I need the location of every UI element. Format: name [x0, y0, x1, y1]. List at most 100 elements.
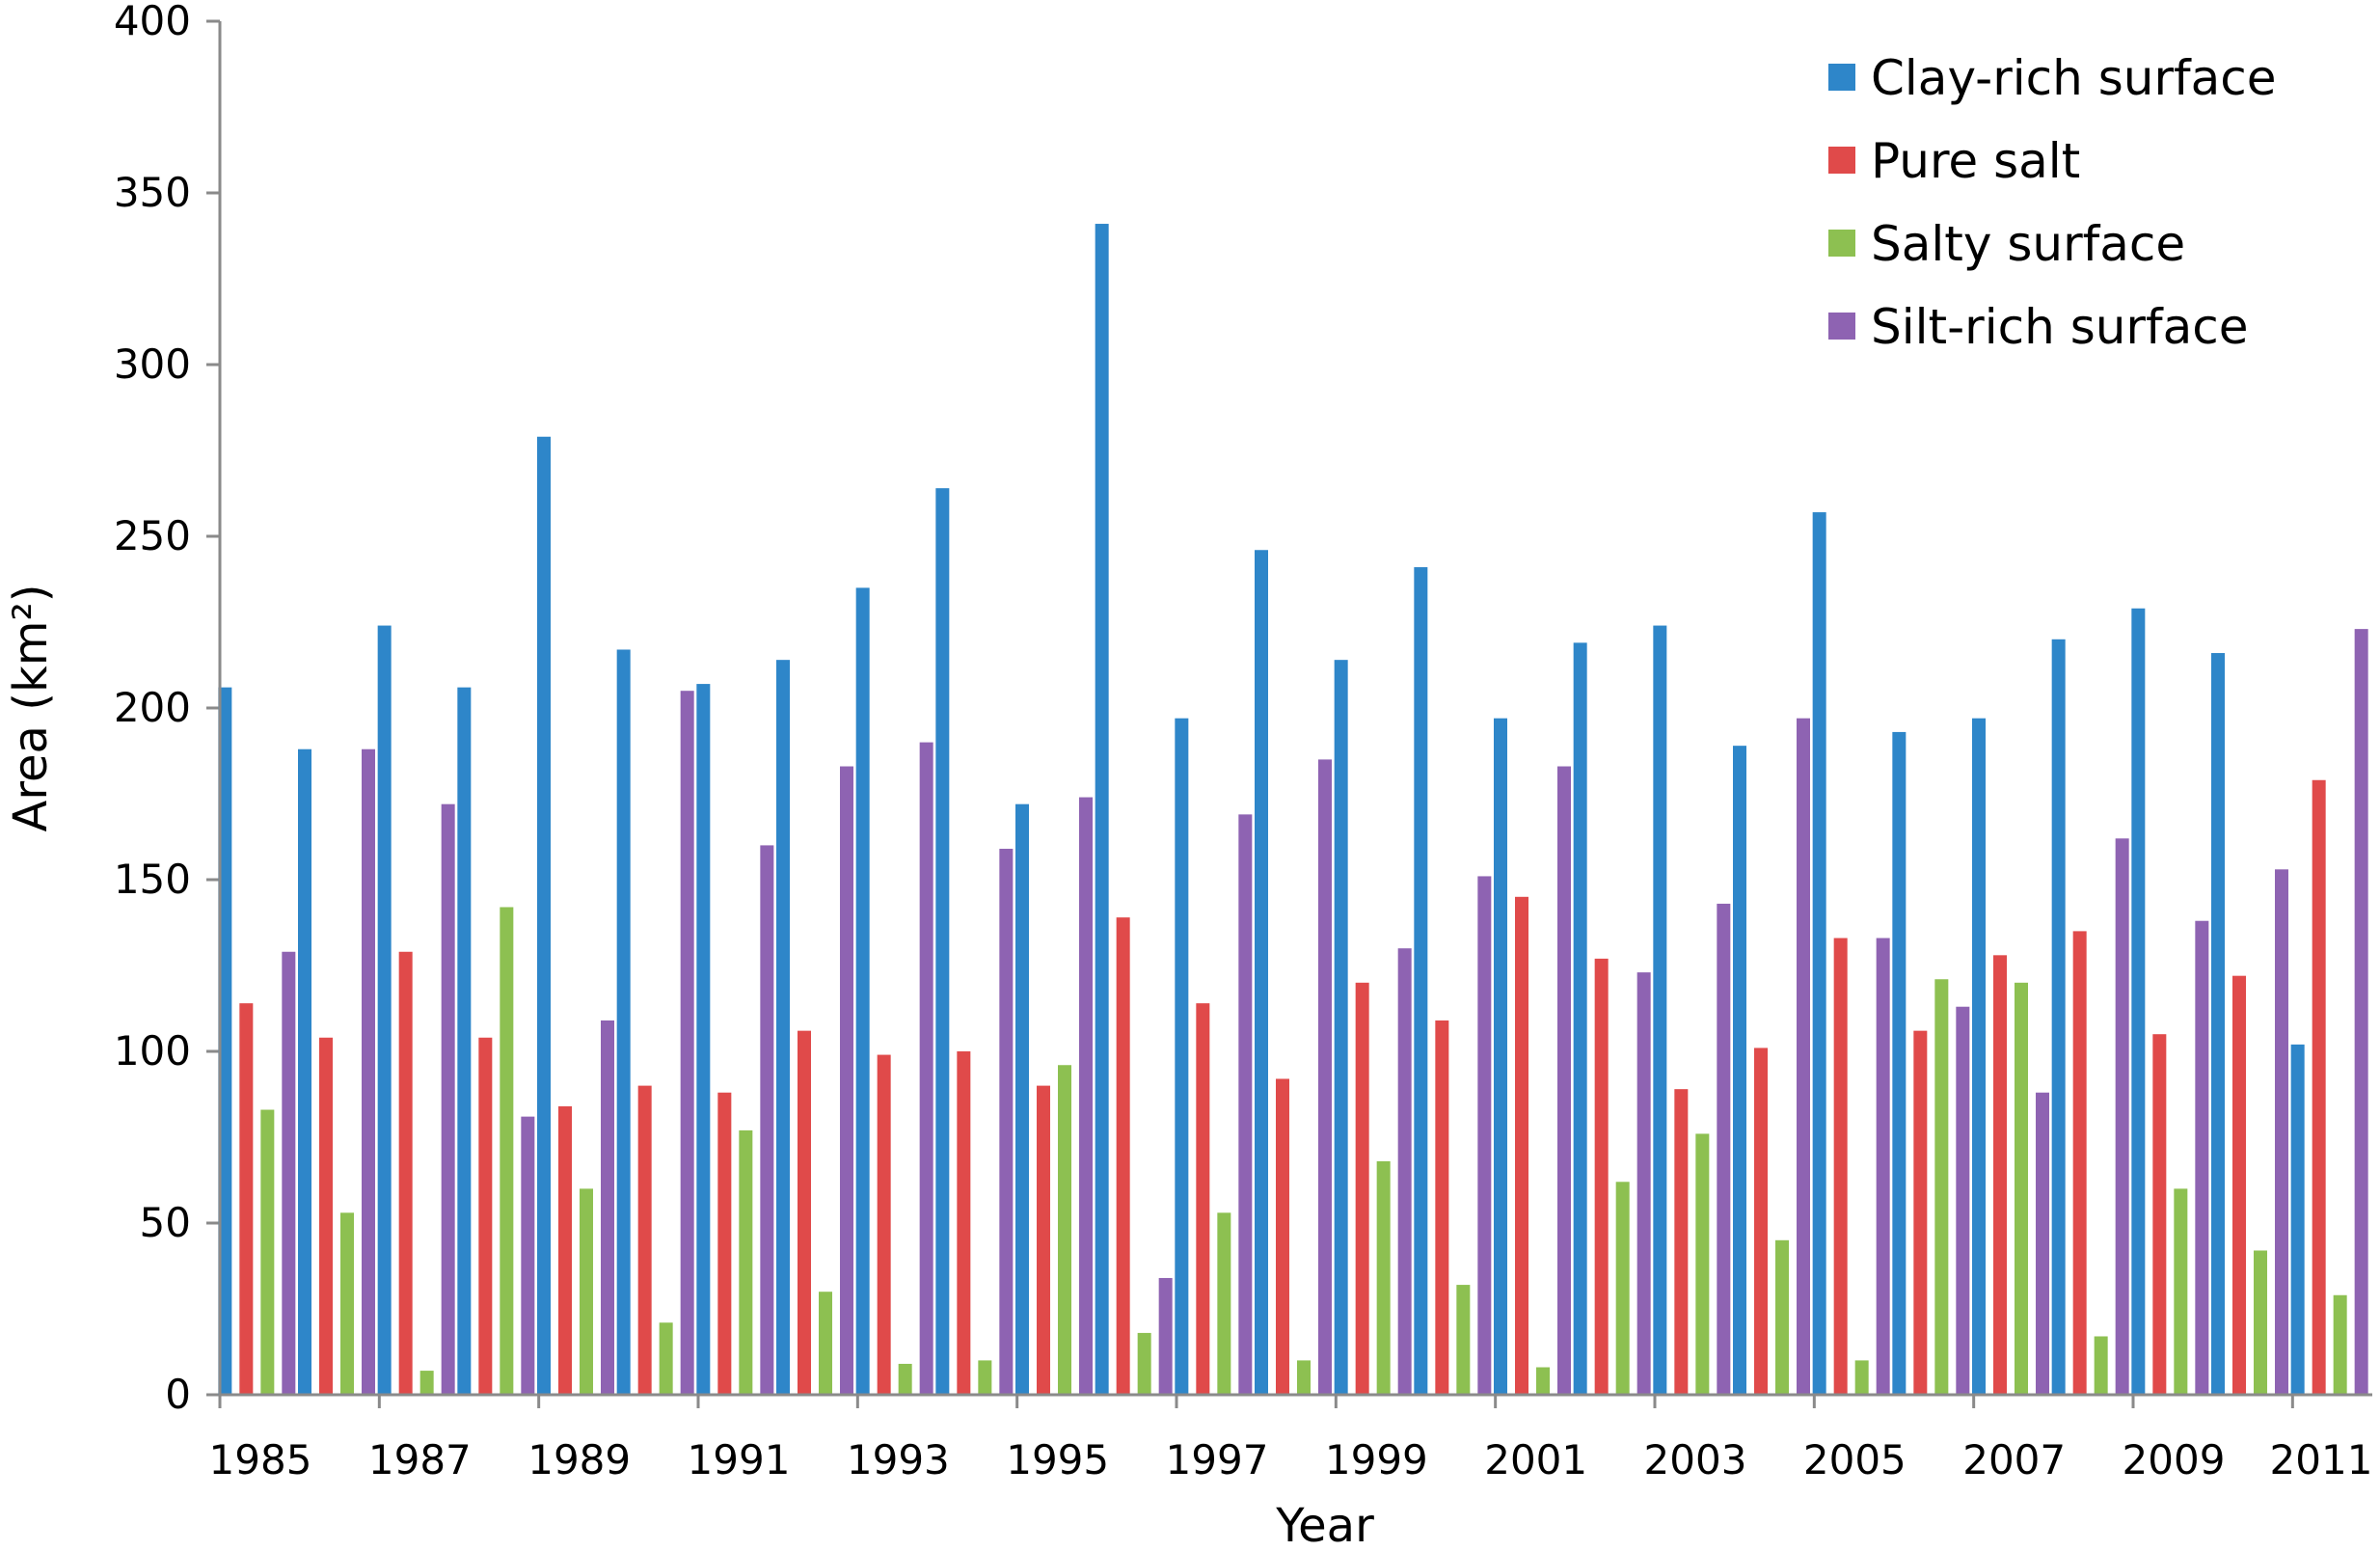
bar — [680, 691, 694, 1395]
bar — [1892, 731, 1907, 1395]
bar — [1733, 746, 1746, 1395]
x-tick-label: 1995 — [1006, 1436, 1109, 1483]
bar — [1158, 1277, 1173, 1395]
bar — [1754, 1048, 1768, 1395]
bar — [1876, 938, 1890, 1395]
bar — [1477, 876, 1492, 1395]
x-tick-label: 2003 — [1644, 1436, 1747, 1483]
bar — [319, 1037, 333, 1395]
y-tick-label: 250 — [114, 512, 191, 559]
y-tick-label: 0 — [165, 1371, 191, 1418]
bar — [1318, 759, 1332, 1395]
bar — [1833, 938, 1848, 1395]
bar — [1217, 1212, 1231, 1395]
bar — [218, 687, 232, 1395]
bar — [898, 1363, 912, 1395]
legend-item: Clay-rich surface — [1828, 50, 2277, 106]
bar — [1037, 1085, 1050, 1395]
bar — [1775, 1239, 1789, 1395]
legend-swatch — [1828, 313, 1855, 340]
x-tick-label: 1985 — [209, 1436, 312, 1483]
bar — [441, 803, 455, 1395]
bar — [2254, 1250, 2267, 1395]
bar — [2354, 629, 2368, 1395]
bar — [2015, 982, 2028, 1395]
x-tick-label: 1997 — [1166, 1436, 1269, 1483]
bar — [2275, 869, 2288, 1395]
legend-label: Pure salt — [1871, 133, 2080, 189]
y-tick-label: 150 — [114, 856, 191, 903]
bar — [1095, 224, 1109, 1395]
bar — [2094, 1336, 2108, 1395]
series-salty-surface — [260, 907, 2347, 1395]
bar — [1116, 917, 1130, 1395]
bar — [1717, 903, 1731, 1395]
bar — [500, 907, 514, 1395]
bar — [1993, 955, 2007, 1395]
bar — [1175, 718, 1189, 1395]
legend-label: Clay-rich surface — [1871, 50, 2277, 106]
x-tick-label: 2007 — [1962, 1436, 2066, 1483]
y-tick-label: 350 — [114, 169, 191, 216]
x-tick-label: 2011 — [2270, 1436, 2373, 1483]
bar — [1079, 797, 1093, 1395]
bar — [580, 1188, 593, 1395]
bar — [1956, 1006, 1970, 1395]
bar — [1557, 766, 1571, 1395]
bar — [1934, 979, 1949, 1395]
bar — [1854, 1360, 1869, 1395]
bars — [218, 224, 2368, 1395]
bar — [1435, 1020, 1449, 1395]
bar — [340, 1212, 354, 1395]
bar — [1536, 1367, 1550, 1395]
series-pure-salt — [239, 779, 2326, 1395]
x-tick-label: 2009 — [2123, 1436, 2226, 1483]
bar — [1797, 718, 1810, 1395]
bar — [521, 1116, 535, 1395]
legend-swatch — [1828, 230, 1855, 257]
bar — [260, 1109, 275, 1395]
y-axis-label: Area (km²) — [4, 585, 58, 832]
bar — [1137, 1332, 1151, 1395]
bar — [1695, 1133, 1710, 1395]
x-tick-label: 1999 — [1325, 1436, 1428, 1483]
y-tick-label: 50 — [140, 1199, 191, 1246]
bar — [1414, 567, 1428, 1395]
bar — [1674, 1089, 1689, 1395]
x-tick-label: 2005 — [1803, 1436, 1907, 1483]
bar — [696, 684, 711, 1395]
legend-item: Salty surface — [1828, 216, 2185, 272]
x-axis-label: Year — [1275, 1499, 1374, 1551]
bar — [1615, 1182, 1630, 1395]
bar — [1515, 896, 1528, 1395]
bar — [877, 1054, 891, 1395]
bar — [978, 1360, 992, 1395]
bar — [558, 1105, 572, 1395]
bar — [2333, 1294, 2347, 1395]
bar — [1972, 718, 1986, 1395]
bar — [2312, 779, 2326, 1395]
legend-label: Silt-rich surface — [1871, 299, 2248, 355]
bar — [855, 587, 870, 1395]
x-tick-label: 1991 — [688, 1436, 791, 1483]
bar — [2174, 1188, 2188, 1395]
y-tick-label: 300 — [114, 340, 191, 388]
bar — [377, 625, 392, 1395]
bar — [1355, 982, 1369, 1395]
bar — [1238, 814, 1253, 1395]
series-clay-rich-surface — [218, 224, 2305, 1395]
bar — [2152, 1034, 2167, 1395]
legend-label: Salty surface — [1871, 216, 2185, 272]
legend-swatch — [1828, 64, 1855, 91]
bar — [1297, 1360, 1311, 1395]
legend-swatch — [1828, 147, 1855, 174]
bar — [1397, 948, 1412, 1395]
bar — [659, 1322, 673, 1395]
x-tick-label: 1993 — [847, 1436, 950, 1483]
bar — [999, 848, 1014, 1395]
legend: Clay-rich surface Pure salt Salty surface S… — [1828, 50, 2277, 355]
bar — [840, 766, 853, 1395]
legend-item: Silt-rich surface — [1828, 299, 2248, 355]
bar — [1015, 803, 1029, 1395]
bar — [1376, 1160, 1391, 1395]
